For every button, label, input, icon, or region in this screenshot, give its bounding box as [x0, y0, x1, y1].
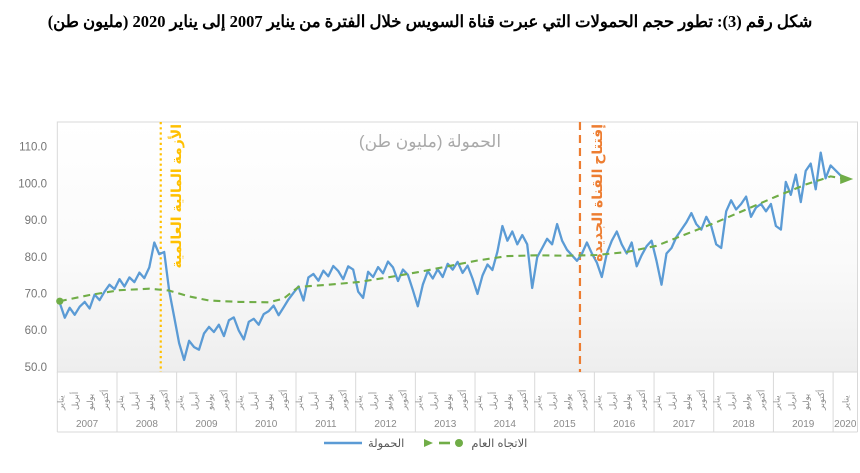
x-axis-year-label: 2007	[76, 419, 99, 430]
x-axis-month-label: يوليو	[443, 393, 453, 411]
y-axis-tick-label: 60.0	[25, 325, 47, 337]
x-axis-year-label: 2011	[315, 419, 337, 430]
x-axis-month-label: يناير	[175, 395, 185, 411]
x-axis-year-label: 2012	[374, 419, 397, 430]
y-axis-tick-label: 50.0	[25, 362, 47, 374]
legend-item-trend: الاتجاه العام	[422, 436, 527, 450]
x-axis-month-label: أبريل	[547, 392, 558, 410]
x-axis-month-label: يناير	[234, 395, 244, 411]
x-axis-month-label: أبريل	[308, 392, 319, 410]
x-axis-month-label: أكتوبر	[696, 390, 707, 411]
x-axis-month-label: يوليو	[622, 393, 632, 411]
x-axis-month-label: أبريل	[606, 392, 617, 410]
x-axis-year-label: 2017	[673, 419, 696, 430]
figure-title: شكل رقم (3): تطور حجم الحمولات التي عبرت…	[47, 12, 813, 31]
x-axis-month-label: يوليو	[264, 393, 274, 411]
trend-line-swatch-icon	[424, 439, 464, 447]
x-axis-month-label: يوليو	[324, 393, 334, 411]
x-axis-month-label: أكتوبر	[815, 390, 826, 411]
x-axis-year-label: 2010	[255, 419, 278, 430]
x-axis-month-label: يوليو	[145, 393, 155, 411]
legend-label-cargo: الحمولة	[368, 438, 405, 450]
chart-legend: الحمولة الاتجاه العام	[323, 436, 527, 450]
x-axis-month-label: يناير	[841, 395, 851, 411]
x-axis-month-label: يناير	[771, 395, 781, 411]
x-axis-month-label: يوليو	[801, 393, 811, 411]
plot-area	[56, 121, 859, 373]
x-axis-month-label: أكتوبر	[218, 390, 229, 411]
x-axis-year-label: 2013	[434, 419, 457, 430]
y-axis-tick-label: 90.0	[25, 215, 47, 227]
x-axis-month-label: يناير	[473, 395, 483, 411]
x-axis-month-label: يناير	[592, 395, 602, 411]
trend-series-line	[59, 175, 846, 304]
cargo-line-swatch-icon	[324, 441, 362, 445]
chart-inner-title: الحمولة (مليون طن)	[358, 132, 502, 151]
y-axis-tick-label: 80.0	[25, 252, 47, 264]
x-axis-month-label: يوليو	[742, 393, 752, 411]
annotation-global-financial-crisis: الأزمة المالية العالمية	[168, 124, 184, 269]
x-axis-month-label: أكتوبر	[636, 390, 647, 411]
x-axis-year-label: 2016	[613, 419, 636, 430]
x-axis-month-label: يناير	[55, 395, 65, 411]
x-axis-month-label: أكتوبر	[517, 390, 528, 411]
x-axis-month-label: أبريل	[785, 392, 796, 410]
x-axis-month-label: أكتوبر	[397, 390, 408, 411]
x-axis-month-label: أبريل	[666, 392, 677, 410]
cargo-series-line	[58, 151, 847, 362]
x-axis-month-label: أبريل	[726, 392, 737, 410]
x-axis-year-label: 2018	[732, 419, 755, 430]
x-axis-month-label: يوليو	[204, 393, 214, 411]
x-axis-month-label: يناير	[115, 395, 125, 411]
y-axis-tick-label: 100.0	[18, 178, 47, 190]
x-axis-month-label: أكتوبر	[338, 390, 349, 411]
x-axis-year-label: 2019	[792, 419, 815, 430]
x-axis-year-label: 2008	[136, 419, 159, 430]
x-axis-month-label: يناير	[652, 395, 662, 411]
x-axis-month-label: أكتوبر	[755, 390, 766, 411]
x-axis-year-label: 2015	[553, 419, 576, 430]
y-axis-tick-label: 110.0	[19, 142, 47, 154]
x-axis-month-label: يناير	[354, 395, 364, 411]
y-axis-tick-label: 70.0	[25, 289, 47, 301]
x-axis-month-label: يوليو	[503, 393, 513, 411]
x-axis-month-label: أبريل	[427, 392, 438, 410]
x-axis-month-label: يوليو	[563, 393, 573, 411]
x-axis-month-label: أكتوبر	[278, 390, 289, 411]
x-axis-month-label: أكتوبر	[159, 390, 170, 411]
trend-start-dot	[56, 297, 64, 305]
x-axis-month-label: أبريل	[69, 392, 80, 410]
x-axis-month-label: يناير	[712, 395, 722, 411]
x-axis-month-label: يناير	[294, 395, 304, 411]
x-axis-month-label: أبريل	[189, 392, 200, 410]
x-axis-month-label: أبريل	[487, 392, 498, 410]
x-axis-month-label: أكتوبر	[576, 390, 587, 411]
x-axis-year-label: 2009	[195, 419, 218, 430]
legend-label-trend: الاتجاه العام	[471, 438, 528, 450]
x-axis-month-label: يناير	[413, 395, 423, 411]
x-axis-month-label: أكتوبر	[457, 390, 468, 411]
x-axis-month-label: أبريل	[368, 392, 379, 410]
trend-end-arrow-icon	[840, 173, 854, 184]
x-axis-month-label: أبريل	[129, 392, 140, 410]
x-axis-year-label: 2020	[834, 419, 857, 430]
x-axis-month-label: يوليو	[384, 393, 394, 411]
x-axis-month-label: أبريل	[248, 392, 259, 410]
x-axis-year-label: 2014	[494, 419, 517, 430]
x-axis-month-label: يناير	[533, 395, 543, 411]
x-axis-month-label: يوليو	[682, 393, 692, 411]
x-axis-month-label: أكتوبر	[99, 390, 110, 411]
x-axis-month-label: يوليو	[85, 393, 95, 411]
legend-item-cargo: الحمولة	[323, 436, 404, 450]
annotation-new-canal-opening: إفتتاح القناة الجديدة	[589, 124, 605, 262]
